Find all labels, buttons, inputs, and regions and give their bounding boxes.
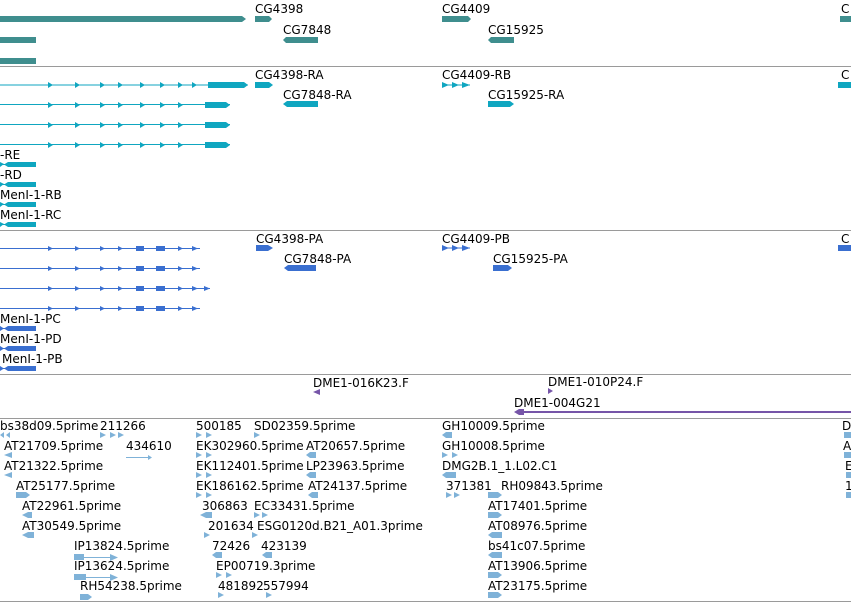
gene-label-cg4409[interactable]: CG4409 [442,2,491,16]
gene-label-edge[interactable]: C [841,2,850,16]
est-label[interactable]: EK112401.5prime [196,459,304,473]
est-label[interactable]: AT23175.5prime [488,579,588,593]
est-label[interactable]: AT22961.5prime [22,499,122,513]
est-label[interactable]: IP13824.5prime [74,539,170,553]
est-label[interactable]: AT24137.5prime [308,479,408,493]
est-label[interactable]: RH09843.5prime [501,479,603,493]
est-label[interactable]: 434610 [126,439,172,453]
transcript-track-blue: CG4398-PA CG7848-PA CG4409-PB CG15925-PA… [0,231,851,375]
est-label[interactable]: 211266 [100,419,146,433]
est-label[interactable]: AT21322.5prime [4,459,104,473]
transcript-label-edge[interactable]: C [841,68,850,82]
est-track: bs38d09.5prime 211266 AT21709.5prime 434… [0,419,851,602]
est-label[interactable]: EP00719.3prime [216,559,316,573]
gene-glyphs [0,16,851,64]
transcript-bar-cg4398-ra[interactable] [255,82,273,88]
transcript-label-cg4409-rb[interactable]: CG4409-RB [442,68,512,82]
gene-bar-short-1[interactable] [0,37,36,43]
est-label[interactable]: AT17401.5prime [488,499,588,513]
gene-bar-menl[interactable] [0,16,246,22]
clone-track: DME1-016K23.F DME1-010P24.F DME1-004G21 [0,375,851,419]
est-label[interactable]: AT30549.5prime [22,519,122,533]
transcript-label-cg15925-ra[interactable]: CG15925-RA [488,88,565,102]
gene-label-cg4398[interactable]: CG4398 [255,2,304,16]
est-label[interactable]: RH54238.5prime [80,579,182,593]
est-label[interactable]: GH10009.5prime [442,419,545,433]
gene-label-cg7848[interactable]: CG7848 [283,23,332,37]
transcript-label-cg4409-pb[interactable]: CG4409-PB [442,232,511,246]
est-label[interactable]: 500185 [196,419,242,433]
transcript-label-menl-1-rb[interactable]: MenI-1-RB [0,188,62,202]
clone-label-010p24[interactable]: DME1-010P24.F [548,375,644,389]
est-label[interactable]: IP13624.5prime [74,559,170,573]
est-label[interactable]: A [843,439,851,453]
est-label[interactable]: EK302960.5prime [196,439,304,453]
est-label[interactable]: 557994 [263,579,309,593]
est-label[interactable]: EC33431.5prime [254,499,355,513]
gene-label-cg15925[interactable]: CG15925 [488,23,544,37]
est-label[interactable]: AT25177.5prime [16,479,116,493]
transcript-glyphs-cyan [0,82,851,227]
est-label[interactable]: 371381 [446,479,492,493]
clone-bar-004g21[interactable] [514,409,851,415]
transcript-label-menl-1-pb[interactable]: MenI-1-PB [2,352,63,366]
transcript-label-cg15925-pa[interactable]: CG15925-PA [493,252,568,266]
transcript-label-menl-1-pc[interactable]: MenI-1-PC [0,312,61,326]
gene-bar-cg7848[interactable] [283,37,318,43]
clone-bar-016k23[interactable] [313,389,320,395]
transcript-label-cg4398-pa[interactable]: CG4398-PA [256,232,324,246]
transcript-bar-menl-ra[interactable] [208,82,248,88]
est-glyphs [0,432,851,600]
transcript-label-menl-1-pd[interactable]: MenI-1-PD [0,332,62,346]
est-label[interactable]: bs41c07.5prime [488,539,586,553]
est-label[interactable]: GH10008.5prime [442,439,545,453]
est-label[interactable]: EK186162.5prime [196,479,304,493]
est-label[interactable]: D [842,419,851,433]
clone-label-004g21[interactable]: DME1-004G21 [514,396,601,410]
est-label[interactable]: AT13906.5prime [488,559,588,573]
gene-bar-edge[interactable] [840,16,851,22]
transcript-bar-cg7848-ra[interactable] [283,101,318,107]
clone-label-016k23[interactable]: DME1-016K23.F [313,376,409,390]
est-label[interactable]: AT08976.5prime [488,519,588,533]
gene-bar-short-2[interactable] [0,58,36,64]
est-label[interactable]: 481892 [218,579,264,593]
transcript-label-cg7848-pa[interactable]: CG7848-PA [284,252,352,266]
transcript-label-cg7848-ra[interactable]: CG7848-RA [283,88,352,102]
transcript-bar-cg15925-ra[interactable] [488,101,514,107]
est-label[interactable]: AT21709.5prime [4,439,104,453]
est-label[interactable]: SD02359.5prime [254,419,356,433]
transcript-bar-cg4398-pa[interactable] [256,245,273,251]
transcript-label-edge-b[interactable]: C [841,232,850,246]
transcript-bar-cg7848-pa[interactable] [284,265,316,271]
gene-bar-cg15925[interactable] [488,37,514,43]
est-label[interactable]: 306863 [202,499,248,513]
gene-bar-cg4398[interactable] [255,16,272,22]
est-label[interactable]: 72426 [212,539,251,553]
gene-bar-cg4409[interactable] [442,16,471,22]
est-label[interactable]: 423139 [261,539,307,553]
transcript-glyphs-blue [0,245,851,371]
est-label[interactable]: E [845,459,851,473]
est-label[interactable]: ESG0120d.B21_A01.3prime [257,519,423,533]
est-label[interactable]: DMG2B.1_1.L02.C1 [442,459,558,473]
est-label[interactable]: AT20657.5prime [306,439,406,453]
est-label[interactable]: 1 [845,479,851,493]
transcript-label-cg4398-ra[interactable]: CG4398-RA [255,68,324,82]
est-label[interactable]: bs38d09.5prime [0,419,99,433]
gene-track: CG4398 CG7848 CG4409 CG15925 C [0,0,851,67]
clone-bar-010p24[interactable] [548,388,553,394]
est-label[interactable]: 201634 [208,519,254,533]
transcript-label-rd[interactable]: -RD [0,168,22,182]
transcript-label-menl-1-rc[interactable]: MenI-1-RC [0,208,62,222]
transcript-bar-cg15925-pa[interactable] [493,265,512,271]
est-label[interactable]: LP23963.5prime [306,459,405,473]
transcript-label-re[interactable]: -RE [0,148,21,162]
transcript-track-cyan: CG4398-RA CG7848-RA CG4409-RB CG15925-RA… [0,67,851,231]
clone-glyphs [313,388,851,415]
